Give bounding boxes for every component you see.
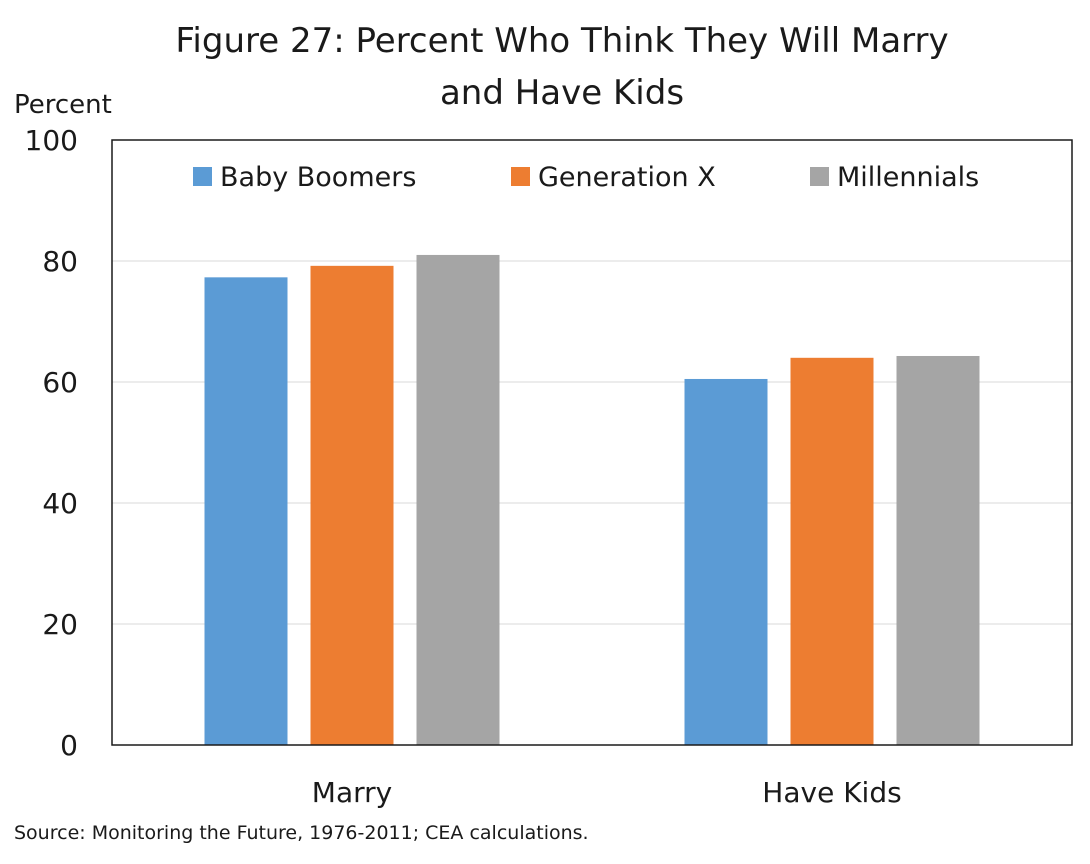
bar <box>684 378 768 745</box>
chart-title-line-1: Figure 27: Percent Who Think They Will M… <box>175 21 948 61</box>
chart-title-line-2: and Have Kids <box>440 73 684 113</box>
legend-swatch <box>810 167 829 186</box>
legend-label: Millennials <box>837 162 979 193</box>
y-tick-label: 60 <box>42 366 78 399</box>
y-tick-label: 80 <box>42 245 78 278</box>
bar <box>204 277 288 745</box>
legend-label: Generation X <box>538 162 716 193</box>
plot-border <box>111 139 1073 746</box>
bar <box>790 357 874 745</box>
x-axis-categories: Marry Have Kids <box>312 776 902 809</box>
y-tick-label: 20 <box>42 608 78 641</box>
source-note: Source: Monitoring the Future, 1976-2011… <box>14 822 589 844</box>
y-tick-label: 100 <box>25 124 78 157</box>
x-category-label: Marry <box>312 776 392 809</box>
legend: Baby Boomers Generation X Millennials <box>193 162 979 193</box>
bar <box>416 254 500 745</box>
y-axis-ticks: 0 20 40 60 80 100 <box>25 124 78 762</box>
plot-frame <box>111 139 1073 746</box>
bars <box>204 254 980 745</box>
x-category-label: Have Kids <box>762 776 901 809</box>
legend-label: Baby Boomers <box>220 162 416 193</box>
y-tick-label: 40 <box>42 487 78 520</box>
legend-swatch <box>193 167 212 186</box>
bar <box>896 355 980 745</box>
legend-swatch <box>511 167 530 186</box>
y-axis-label: Percent <box>14 90 112 120</box>
y-tick-label: 0 <box>60 729 78 762</box>
bar <box>310 265 394 745</box>
